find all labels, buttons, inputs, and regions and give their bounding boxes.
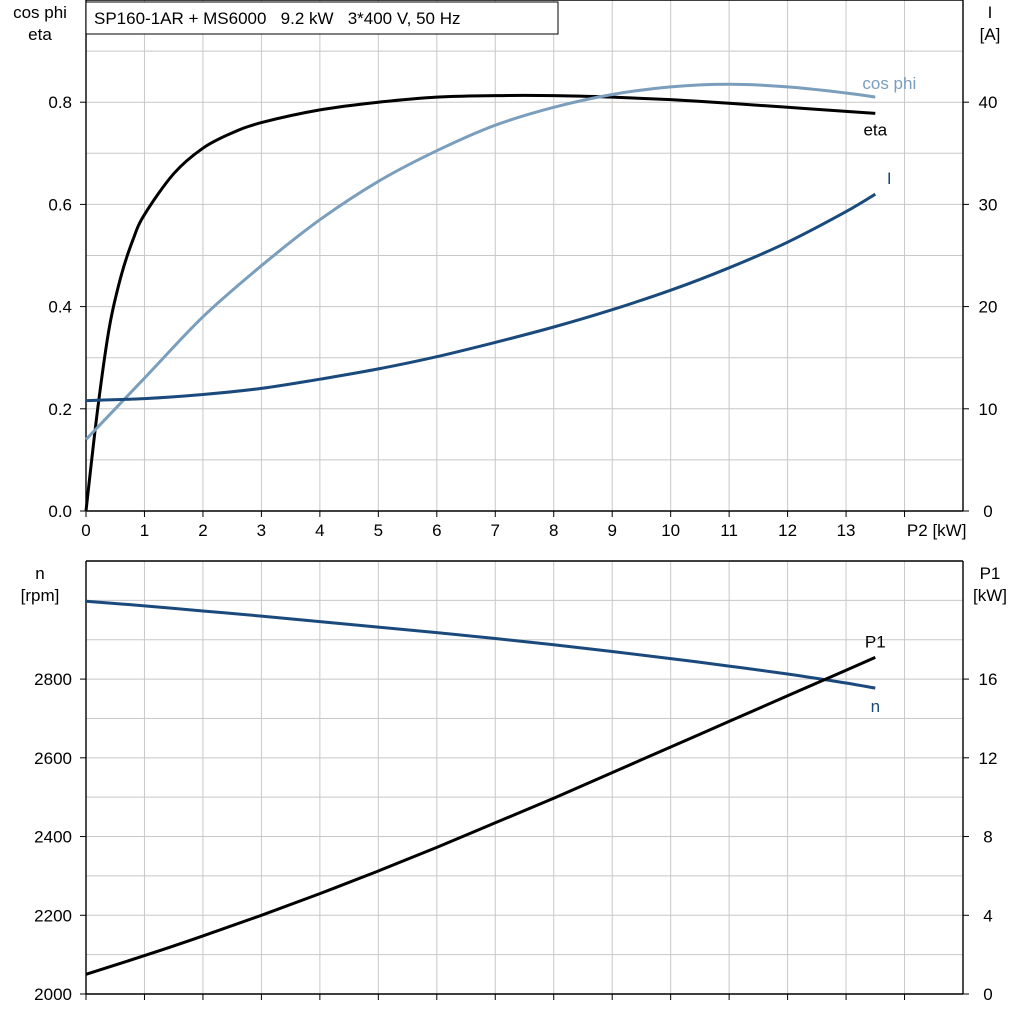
top-right-tick-label: 0 (983, 502, 992, 521)
x-tick-label: 3 (257, 521, 266, 540)
x-tick-label: 1 (140, 521, 149, 540)
top-left-axis-title-1: cos phi (13, 3, 67, 22)
series-line-n (85, 599, 876, 690)
x-tick-label: 12 (778, 521, 797, 540)
x-axis-label: P2 [kW] (907, 521, 967, 540)
series-line-cos-phi (84, 82, 876, 441)
bottom-right-tick-label: 0 (983, 985, 992, 1004)
series-line-p1 (85, 656, 876, 976)
x-tick-label: 2 (198, 521, 207, 540)
chart-title: SP160-1AR + MS6000 9.2 kW 3*400 V, 50 Hz (94, 9, 461, 28)
bottom-right-tick-label: 4 (983, 906, 992, 925)
bottom-left-tick-label: 2400 (34, 828, 72, 847)
series-label-cos-phi: cos phi (862, 74, 916, 93)
bottom-panel: 2000 2200 2400 2600 2800 0 4 8 12 16 n [rpm] P1 [kW] n… (21, 560, 1007, 1004)
top-right-tick-label: 40 (979, 93, 998, 112)
x-tick-label: 10 (661, 521, 680, 540)
x-tick-label: 11 (720, 521, 738, 540)
x-tick-label: 0 (81, 521, 90, 540)
x-tick-label: 6 (432, 521, 441, 540)
bottom-right-tick-label: 8 (983, 828, 992, 847)
top-left-tick-label: 0.2 (48, 400, 72, 419)
x-tick-label: 5 (374, 521, 383, 540)
top-left-axis-title-2: eta (28, 25, 52, 44)
series-line-eta (84, 93, 876, 512)
bottom-right-axis-title-2: [kW] (973, 586, 1007, 605)
series-line-i (85, 192, 877, 403)
top-right-axis-title-2: [A] (980, 25, 1001, 44)
x-tick-label: 4 (315, 521, 324, 540)
x-tick-label: 7 (491, 521, 500, 540)
bottom-right-axis-title-1: P1 (980, 564, 1001, 583)
top-left-tick-label: 0.8 (48, 93, 72, 112)
top-right-axis-title-1: I (988, 3, 993, 22)
x-tick-label: 13 (837, 521, 856, 540)
title-box: SP160-1AR + MS6000 9.2 kW 3*400 V, 50 Hz (85, 1, 559, 35)
bottom-left-axis-title-2: [rpm] (21, 586, 60, 605)
bottom-left-tick-label: 2600 (34, 749, 72, 768)
top-left-tick-label: 0.0 (48, 502, 72, 521)
bottom-left-tick-label: 2000 (34, 985, 72, 1004)
x-tick-label: 9 (607, 521, 616, 540)
bottom-left-axis-title-1: n (35, 564, 44, 583)
series-label-n: n (871, 697, 880, 716)
top-right-tick-label: 20 (979, 298, 998, 317)
top-right-tick-label: 30 (979, 195, 998, 214)
bottom-left-tick-label: 2800 (34, 670, 72, 689)
series-label-i: I (887, 169, 892, 188)
series-label-eta: eta (863, 120, 887, 139)
top-left-tick-label: 0.6 (48, 195, 72, 214)
bottom-right-tick-label: 16 (979, 670, 998, 689)
top-left-tick-label: 0.4 (48, 298, 72, 317)
bottom-right-tick-label: 12 (979, 749, 998, 768)
bottom-left-tick-label: 2200 (34, 906, 72, 925)
top-right-tick-label: 10 (979, 400, 998, 419)
series-label-p1: P1 (865, 632, 886, 651)
x-tick-label: 8 (549, 521, 558, 540)
